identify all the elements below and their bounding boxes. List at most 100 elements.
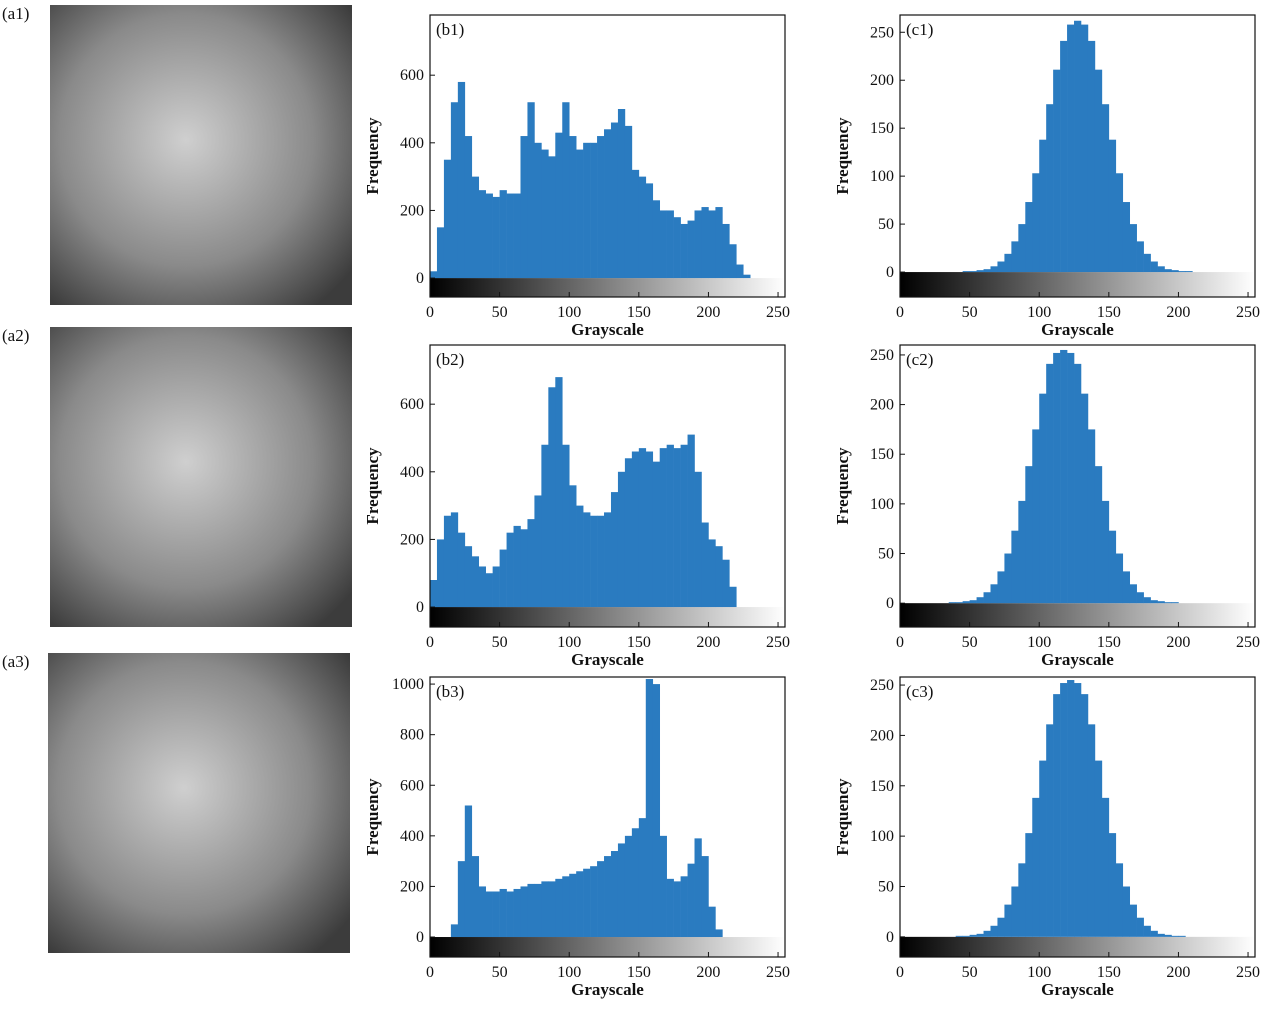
histogram-bar [1094,69,1103,273]
x-tick-label: 250 [1236,304,1260,321]
x-tick-label: 150 [627,964,651,981]
histogram-bar [624,125,633,279]
histogram-bar [1108,139,1117,273]
histogram-bar [708,539,716,608]
plot-frame [899,14,1256,298]
histogram-bar [1046,104,1054,273]
histogram-bar [631,828,640,938]
histogram-bar [527,102,535,279]
histogram-bar [708,906,716,938]
histogram-bar [499,190,507,279]
histogram-bar [1046,724,1054,937]
histogram-bar [1178,935,1186,937]
histogram-bar [513,525,521,608]
x-tick-label: 50 [492,304,508,321]
photo [50,327,352,627]
histogram-bar [492,196,500,279]
x-tick-label: 150 [627,304,651,321]
histogram-bar [976,597,984,604]
y-axis-label: Frequency [833,117,852,195]
histogram-bar [1108,530,1117,604]
histogram-bar [708,210,716,279]
histogram-bar [617,109,626,279]
x-axis-label: Grayscale [1041,320,1114,339]
histogram-bar [1046,363,1054,604]
histogram-bar [976,270,984,273]
histogram-bar [1101,797,1110,937]
histogram-bar [659,835,667,938]
histogram-bar [680,876,688,938]
x-tick-label: 200 [1166,634,1190,651]
x-tick-label: 150 [1097,304,1121,321]
grayscale-bar [430,937,785,957]
histogram-bar [1025,202,1033,273]
histogram-bar [604,129,612,279]
histogram-bar [471,176,480,279]
panel-label: (b3) [436,682,464,701]
y-tick-label: 50 [878,546,894,563]
y-tick-label: 400 [400,828,424,845]
histogram-bar [631,169,640,279]
histogram-bar [638,176,647,279]
panel-label: (b2) [436,350,464,369]
y-tick-label: 600 [400,67,424,84]
histogram-bar [576,505,584,608]
histogram-bar [548,881,556,938]
x-tick-label: 150 [1097,964,1121,981]
histogram-bar [680,444,688,608]
y-tick-label: 0 [416,599,424,616]
histogram-bar [430,580,438,608]
histogram-bar [1087,724,1096,937]
histogram-bar [1067,680,1075,937]
y-tick-label: 250 [870,24,894,41]
histogram-bar [436,539,445,608]
y-axis-label: Frequency [363,778,382,856]
histogram-bar [478,566,486,608]
histogram-bar [1136,917,1144,937]
histogram-bar [652,200,661,279]
histogram-bar [569,873,577,938]
grayscale-bar [900,936,1255,957]
y-tick-label: 800 [400,727,424,744]
histogram-bar [464,546,473,608]
histogram-bar [736,264,744,279]
histogram-bar [450,512,459,608]
histogram-bar [701,522,709,608]
histogram-bar [990,584,998,604]
y-tick-label: 0 [886,595,894,612]
histogram-bar [597,861,605,938]
histogram-bar [1074,20,1082,273]
histogram-bar [597,515,605,608]
histogram-bar [673,881,681,938]
histogram-bar [1164,269,1172,273]
histogram-bar [1053,69,1061,273]
histogram-bar [1150,930,1158,937]
y-tick-label: 600 [400,396,424,413]
histogram-bar [955,602,963,604]
histogram-bar [534,495,542,608]
histogram-bar [555,878,563,938]
x-tick-label: 0 [426,634,434,651]
y-tick-label: 250 [870,677,894,694]
histogram-bar [673,217,681,279]
histogram-bar [1067,352,1075,604]
histogram-bar [471,556,480,608]
histogram-bar [1164,934,1172,937]
x-tick-label: 100 [557,634,581,651]
x-tick-label: 100 [557,304,581,321]
histogram-bar [1018,863,1026,937]
histogram-bar [645,451,654,608]
histogram-bar [1039,139,1047,273]
y-tick-label: 150 [870,778,894,795]
histogram-bar [997,261,1005,273]
y-tick-label: 200 [870,72,894,89]
histogram-bar [464,805,473,938]
histogram-bar [1094,466,1103,604]
y-tick-label: 150 [870,446,894,463]
x-tick-label: 0 [896,304,904,321]
photo [48,653,350,953]
histogram-bar [990,925,998,937]
histogram-bar [1171,270,1179,273]
y-tick-label: 50 [878,216,894,233]
histogram-bar [513,888,521,938]
